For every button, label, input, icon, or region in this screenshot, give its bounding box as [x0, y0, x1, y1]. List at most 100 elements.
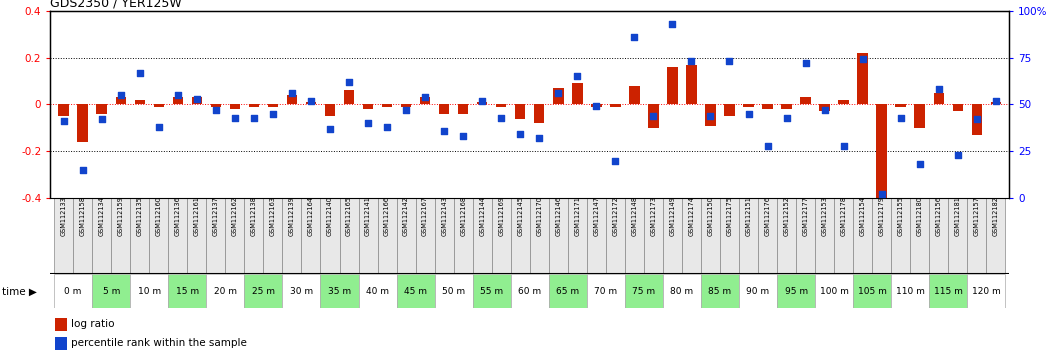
Bar [111, 198, 130, 274]
Point [968, 116, 985, 122]
Point [74, 167, 91, 173]
Point [702, 113, 719, 119]
Bar [286, 95, 297, 104]
Point [949, 152, 966, 158]
Point [493, 115, 510, 120]
Bar [853, 198, 872, 274]
Bar [872, 198, 892, 274]
Text: GSM112168: GSM112168 [461, 196, 466, 236]
Bar [92, 198, 111, 274]
Text: GSM112175: GSM112175 [727, 196, 732, 236]
Point [873, 192, 890, 197]
Point [987, 98, 1004, 103]
Text: GSM112167: GSM112167 [422, 196, 428, 236]
Text: GSM112152: GSM112152 [784, 196, 790, 236]
Point [93, 116, 110, 122]
Text: GSM112165: GSM112165 [346, 196, 352, 236]
Bar [586, 198, 606, 274]
Bar [934, 93, 944, 104]
Text: GSM112180: GSM112180 [917, 196, 923, 236]
Text: time ▶: time ▶ [2, 287, 37, 297]
Bar [168, 274, 207, 308]
Point [816, 107, 833, 113]
Text: GSM112159: GSM112159 [117, 196, 124, 236]
Point [512, 132, 529, 137]
Text: GSM112156: GSM112156 [936, 196, 942, 236]
Bar [929, 198, 948, 274]
Bar [663, 274, 701, 308]
Bar [625, 274, 663, 308]
Point [416, 94, 433, 100]
Point [245, 115, 262, 120]
Point [283, 90, 300, 96]
Text: GSM112141: GSM112141 [365, 196, 371, 236]
Bar [73, 198, 92, 274]
Bar [244, 198, 263, 274]
Bar [130, 274, 168, 308]
Point [759, 143, 776, 149]
Bar [92, 274, 130, 308]
Bar [55, 274, 92, 308]
Bar [325, 104, 336, 116]
Text: 100 m: 100 m [819, 287, 849, 296]
Text: GSM112176: GSM112176 [765, 196, 771, 236]
Text: GSM112142: GSM112142 [403, 196, 409, 236]
Bar [230, 104, 240, 109]
Bar [282, 274, 321, 308]
Point [569, 74, 585, 79]
Bar [434, 274, 473, 308]
Bar [967, 274, 1005, 308]
Bar [986, 198, 1005, 274]
Bar [782, 104, 792, 109]
Bar [458, 104, 469, 114]
Point [170, 92, 187, 98]
Text: GSM112170: GSM112170 [536, 196, 542, 236]
Bar [530, 198, 549, 274]
Text: 70 m: 70 m [595, 287, 618, 296]
Bar [796, 198, 815, 274]
Bar [952, 104, 963, 112]
Bar [911, 198, 929, 274]
Bar [226, 198, 244, 274]
Bar [301, 198, 321, 274]
Text: GSM112139: GSM112139 [288, 196, 295, 236]
Text: GSM112137: GSM112137 [213, 196, 219, 236]
Bar [629, 86, 640, 104]
Bar [705, 104, 715, 126]
Point [854, 57, 871, 62]
Bar [682, 198, 701, 274]
Text: GSM112172: GSM112172 [613, 196, 618, 236]
Text: GSM112179: GSM112179 [879, 196, 884, 236]
Point [360, 120, 377, 126]
Bar [263, 198, 282, 274]
Point [341, 79, 358, 85]
Bar [267, 104, 278, 107]
Bar [78, 104, 88, 142]
Bar [397, 198, 415, 274]
Bar [420, 97, 430, 104]
Bar [415, 198, 434, 274]
Bar [819, 104, 830, 112]
Text: GSM112143: GSM112143 [442, 196, 447, 236]
Bar [359, 274, 397, 308]
Bar [359, 198, 378, 274]
Bar [249, 104, 259, 107]
Text: GSM112154: GSM112154 [860, 196, 865, 236]
Bar [834, 198, 853, 274]
Bar [378, 198, 397, 274]
Text: GSM112164: GSM112164 [308, 196, 314, 236]
Point [189, 96, 206, 102]
Bar [511, 198, 530, 274]
Bar [724, 104, 734, 116]
Point [607, 158, 624, 164]
Text: GSM112147: GSM112147 [594, 196, 599, 236]
Text: GSM112153: GSM112153 [821, 196, 828, 236]
Bar [815, 198, 834, 274]
Point [587, 103, 604, 109]
Point [264, 111, 281, 117]
Bar [56, 318, 67, 331]
Bar [758, 198, 777, 274]
Point [208, 107, 224, 113]
Point [930, 87, 947, 92]
Text: 20 m: 20 m [214, 287, 237, 296]
